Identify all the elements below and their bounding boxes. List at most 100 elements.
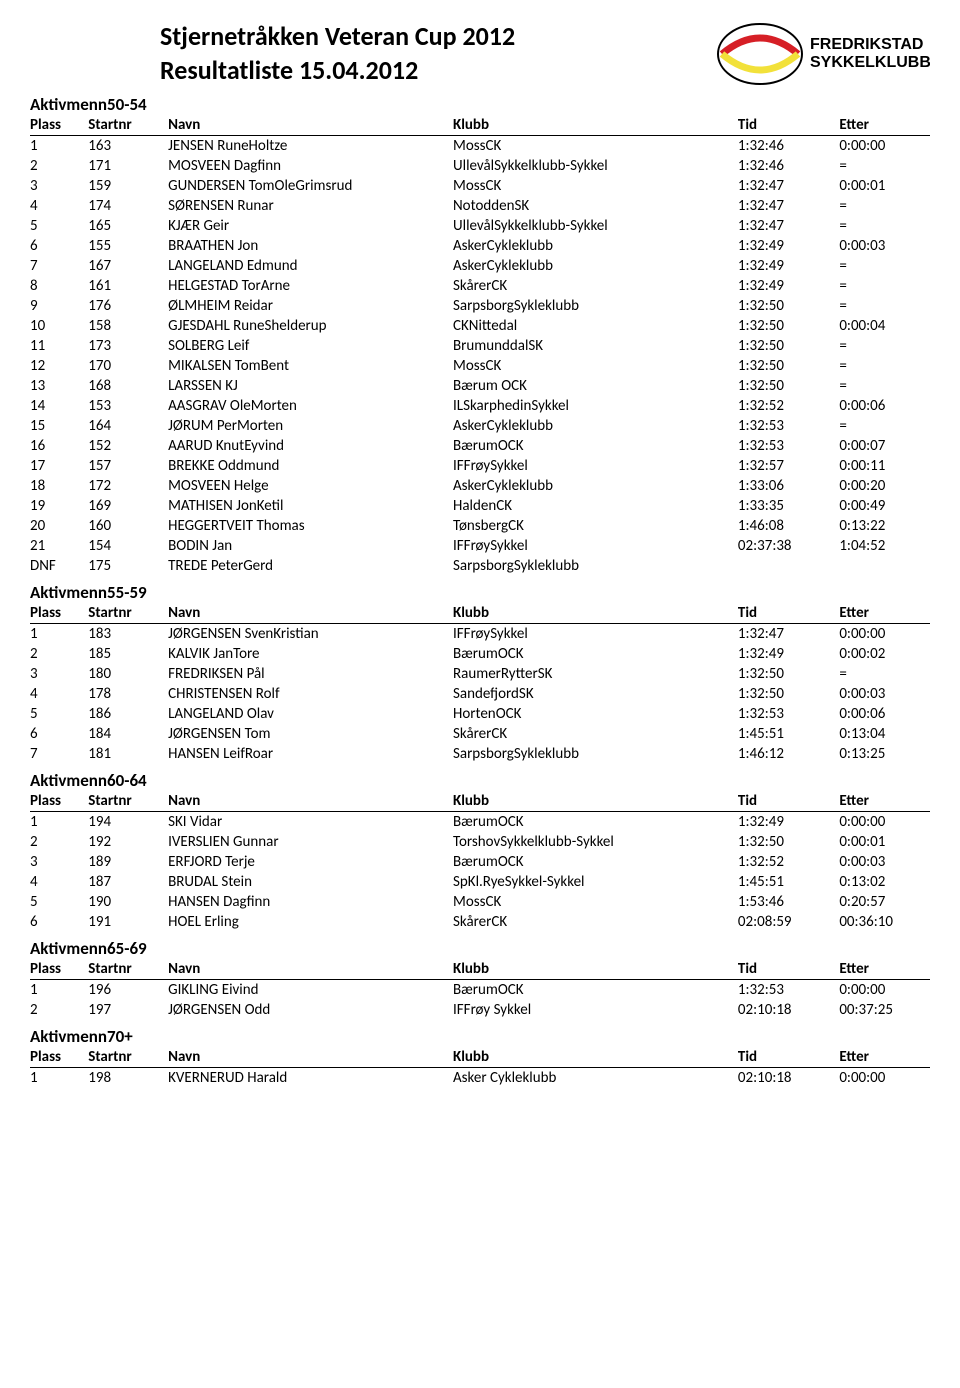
cell-klubb: SkårerCK (453, 912, 738, 932)
cell-etter: 0:13:22 (839, 516, 930, 536)
cell-startnr: 174 (88, 196, 168, 216)
cell-navn: HEGGERTVEIT Thomas (168, 516, 453, 536)
cell-etter: 0:00:00 (839, 1068, 930, 1089)
cell-klubb: ILSkarphedinSykkel (453, 396, 738, 416)
table-row: 15164JØRUM PerMortenAskerCykleklubb1:32:… (30, 416, 930, 436)
cell-tid: 1:32:49 (738, 812, 839, 833)
col-header-etter: Etter (839, 1047, 930, 1068)
cell-klubb: SarpsborgSykleklubb (453, 744, 738, 764)
cell-tid: 1:32:50 (738, 316, 839, 336)
cell-startnr: 197 (88, 1000, 168, 1020)
cell-navn: HANSEN Dagfinn (168, 892, 453, 912)
col-header-plass: Plass (30, 1047, 88, 1068)
cell-klubb: IFFrøySykkel (453, 456, 738, 476)
cell-etter: = (839, 376, 930, 396)
cell-klubb: SpKl.RyeSykkel-Sykkel (453, 872, 738, 892)
cell-etter: = (839, 156, 930, 176)
cell-navn: BODIN Jan (168, 536, 453, 556)
cell-startnr: 198 (88, 1068, 168, 1089)
cell-startnr: 172 (88, 476, 168, 496)
cell-tid: 1:32:50 (738, 664, 839, 684)
cell-klubb: AskerCykleklubb (453, 236, 738, 256)
table-row: 4187BRUDAL SteinSpKl.RyeSykkel-Sykkel1:4… (30, 872, 930, 892)
results-table: PlassStartnrNavnKlubbTidEtter1183JØRGENS… (30, 603, 930, 764)
cell-navn: BRAATHEN Jon (168, 236, 453, 256)
table-row: 21154BODIN JanIFFrøySykkel02:37:381:04:5… (30, 536, 930, 556)
table-row: 3180FREDRIKSEN PålRaumerRytterSK1:32:50= (30, 664, 930, 684)
cell-plass: 20 (30, 516, 88, 536)
cell-startnr: 184 (88, 724, 168, 744)
cell-etter: 0:00:07 (839, 436, 930, 456)
category-heading: Aktivmenn65-69 (30, 938, 930, 959)
cell-navn: JENSEN RuneHoltze (168, 136, 453, 157)
cell-etter: 0:00:00 (839, 980, 930, 1001)
cell-etter: 0:00:11 (839, 456, 930, 476)
cell-plass: 3 (30, 852, 88, 872)
cell-navn: JØRGENSEN SvenKristian (168, 624, 453, 645)
cell-tid: 1:33:35 (738, 496, 839, 516)
col-header-klubb: Klubb (453, 791, 738, 812)
cell-klubb: TønsbergCK (453, 516, 738, 536)
cell-klubb: AskerCykleklubb (453, 476, 738, 496)
cell-navn: KJÆR Geir (168, 216, 453, 236)
cell-etter: 0:00:01 (839, 832, 930, 852)
col-header-klubb: Klubb (453, 1047, 738, 1068)
cell-plass: 2 (30, 1000, 88, 1020)
table-row: 12170MIKALSEN TomBentMossCK1:32:50= (30, 356, 930, 376)
cell-etter: 0:00:01 (839, 176, 930, 196)
cell-plass: 6 (30, 912, 88, 932)
cell-klubb: UllevålSykkelklubb-Sykkel (453, 216, 738, 236)
cell-etter: = (839, 256, 930, 276)
cell-plass: 6 (30, 724, 88, 744)
table-header-row: PlassStartnrNavnKlubbTidEtter (30, 959, 930, 980)
cell-klubb: SkårerCK (453, 724, 738, 744)
table-row: 14153AASGRAV OleMortenILSkarphedinSykkel… (30, 396, 930, 416)
cell-klubb: SkårerCK (453, 276, 738, 296)
table-row: 1198KVERNERUD HaraldAsker Cykleklubb02:1… (30, 1068, 930, 1089)
cell-tid (738, 556, 839, 576)
cell-etter: 0:00:04 (839, 316, 930, 336)
cell-startnr: 196 (88, 980, 168, 1001)
cell-etter: = (839, 416, 930, 436)
table-header-row: PlassStartnrNavnKlubbTidEtter (30, 115, 930, 136)
table-row: 9176ØLMHEIM ReidarSarpsborgSykleklubb1:3… (30, 296, 930, 316)
cell-klubb: BrumunddalSK (453, 336, 738, 356)
cell-startnr: 154 (88, 536, 168, 556)
category-heading: Aktivmenn60-64 (30, 770, 930, 791)
cell-navn: AASGRAV OleMorten (168, 396, 453, 416)
cell-plass: 6 (30, 236, 88, 256)
cell-plass: 9 (30, 296, 88, 316)
category-heading: Aktivmenn55-59 (30, 582, 930, 603)
col-header-plass: Plass (30, 603, 88, 624)
table-row: 5190HANSEN DagfinnMossCK1:53:460:20:57 (30, 892, 930, 912)
col-header-klubb: Klubb (453, 603, 738, 624)
table-row: 2197JØRGENSEN OddIFFrøy Sykkel02:10:1800… (30, 1000, 930, 1020)
cell-klubb: SarpsborgSykleklubb (453, 556, 738, 576)
cell-plass: 14 (30, 396, 88, 416)
cell-tid: 1:32:47 (738, 196, 839, 216)
cell-tid: 1:32:50 (738, 376, 839, 396)
cell-etter: 0:00:49 (839, 496, 930, 516)
cell-startnr: 163 (88, 136, 168, 157)
cell-etter: 0:13:04 (839, 724, 930, 744)
cell-startnr: 190 (88, 892, 168, 912)
cell-klubb: Asker Cykleklubb (453, 1068, 738, 1089)
cell-plass: 5 (30, 892, 88, 912)
table-row: 20160HEGGERTVEIT ThomasTønsbergCK1:46:08… (30, 516, 930, 536)
cell-navn: BREKKE Oddmund (168, 456, 453, 476)
cell-tid: 1:32:47 (738, 176, 839, 196)
cell-startnr: 168 (88, 376, 168, 396)
table-row: 1196GIKLING EivindBærumOCK1:32:530:00:00 (30, 980, 930, 1001)
cell-klubb: AskerCykleklubb (453, 256, 738, 276)
cell-tid: 1:32:49 (738, 256, 839, 276)
cell-plass: 13 (30, 376, 88, 396)
cell-plass: 21 (30, 536, 88, 556)
table-row: 5165KJÆR GeirUllevålSykkelklubb-Sykkel1:… (30, 216, 930, 236)
cell-navn: MOSVEEN Dagfinn (168, 156, 453, 176)
cell-plass: 8 (30, 276, 88, 296)
cell-etter: 0:00:00 (839, 812, 930, 833)
cell-plass: 2 (30, 156, 88, 176)
col-header-plass: Plass (30, 791, 88, 812)
cell-tid: 1:32:47 (738, 216, 839, 236)
cell-startnr: 157 (88, 456, 168, 476)
